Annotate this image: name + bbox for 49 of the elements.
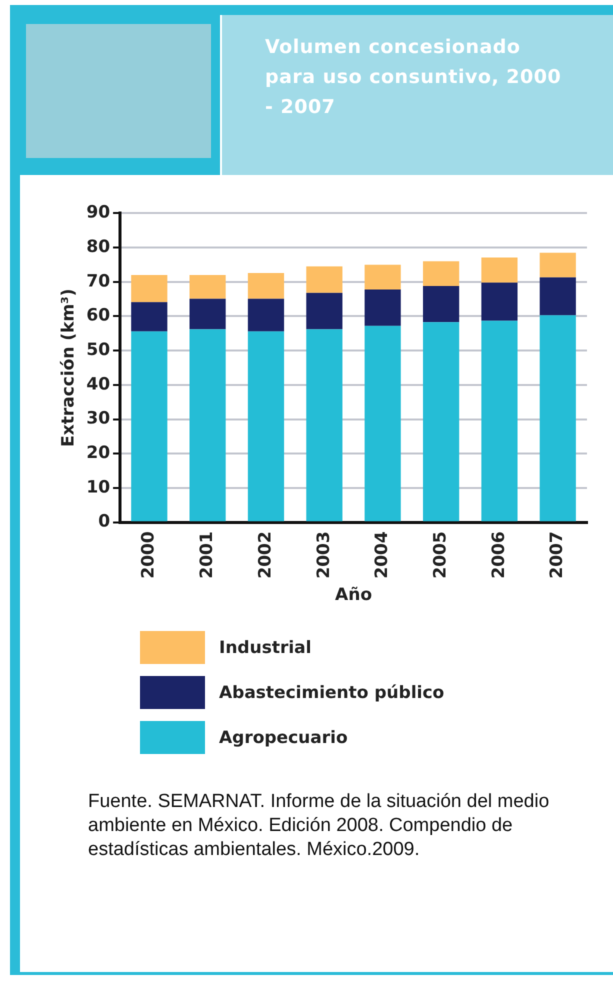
x-tick-label: 2001	[197, 531, 218, 579]
bar	[306, 292, 342, 330]
bar	[190, 275, 226, 299]
bar	[306, 329, 342, 522]
legend-label: Agropecuario	[219, 728, 348, 748]
bar	[540, 315, 576, 522]
x-tick-label: 2005	[430, 531, 450, 579]
bar	[481, 282, 518, 321]
y-tick-label: 10	[86, 477, 110, 498]
x-tick-label: 2007	[547, 531, 568, 579]
x-tick-label: 2002	[255, 531, 276, 579]
bar	[190, 329, 226, 522]
y-tick-label: 20	[86, 443, 110, 464]
x-tick-label: 2003	[314, 531, 334, 579]
legend-label: Industrial	[219, 638, 312, 658]
bar	[131, 302, 168, 332]
bar	[306, 266, 342, 293]
bar	[540, 277, 576, 316]
bar	[364, 264, 401, 290]
bar	[481, 320, 518, 522]
x-tick-label: 2004	[372, 531, 392, 579]
y-tick-label: 30	[86, 408, 110, 429]
y-axis-title: Extracción (km³)	[58, 288, 79, 447]
y-tick-label: 90	[86, 202, 110, 223]
chart-title: Volumen concesionado para uso consuntivo, 2000 - 2007	[265, 35, 562, 120]
legend-label: Abastecimiento público	[219, 682, 444, 702]
bar	[131, 331, 168, 522]
bar	[422, 286, 460, 322]
y-tick-label: 80	[86, 236, 110, 257]
bar	[248, 331, 284, 522]
bar	[422, 261, 460, 286]
bar	[364, 326, 401, 522]
bar	[248, 298, 284, 332]
source-note: Fuente. SEMARNAT. Informe de la situación del medio ambiente en México. Edición 2008. Compendio de estadísticas ambientales. México.2009.	[88, 790, 550, 862]
x-axis-title: Año	[335, 585, 372, 606]
x-tick-label: 2000	[138, 531, 159, 579]
bar	[422, 322, 460, 522]
y-tick-label: 0	[98, 512, 110, 532]
y-tick-label: 70	[86, 271, 110, 292]
y-tick-label: 40	[86, 374, 110, 394]
bar	[131, 275, 168, 302]
bar	[481, 258, 518, 283]
bar	[364, 289, 401, 326]
x-tick-label: 2006	[488, 531, 509, 579]
bar	[248, 272, 284, 299]
y-tick-label: 50	[86, 340, 110, 360]
bar	[190, 298, 226, 330]
bar	[540, 252, 576, 278]
y-tick-label: 60	[86, 306, 110, 326]
